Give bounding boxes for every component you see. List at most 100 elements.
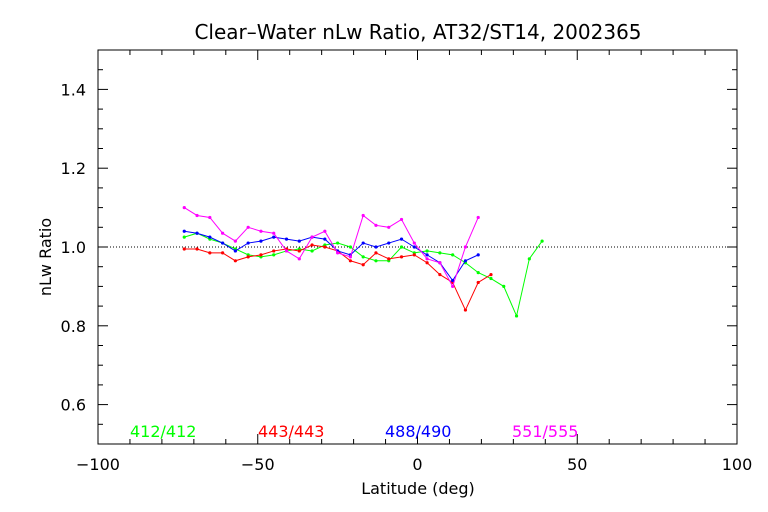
series-line — [184, 230, 479, 282]
data-point — [182, 247, 186, 251]
data-point — [399, 245, 404, 249]
data-point — [310, 243, 314, 247]
legend-entry: 551/555 — [512, 422, 578, 441]
data-point — [412, 253, 416, 257]
data-point — [272, 231, 276, 235]
x-axis-label: Latitude (deg) — [361, 479, 475, 498]
data-point — [514, 314, 519, 318]
data-point — [233, 259, 237, 263]
x-tick-label: 100 — [722, 455, 753, 474]
x-tick-label: −100 — [76, 455, 120, 474]
series-layer — [182, 206, 544, 318]
data-point — [348, 259, 353, 263]
data-point — [412, 245, 416, 249]
data-point — [336, 251, 340, 255]
data-point — [323, 245, 327, 249]
x-tick-label: −50 — [241, 455, 275, 474]
data-point — [463, 308, 468, 312]
data-point — [182, 235, 186, 239]
data-point — [208, 251, 212, 255]
data-point — [272, 235, 276, 239]
data-point — [361, 263, 365, 267]
data-point — [284, 237, 289, 241]
data-point — [438, 272, 442, 277]
y-tick-label: 0.6 — [61, 396, 86, 415]
data-point — [348, 245, 353, 249]
series-line — [184, 232, 543, 318]
legend-entry: 443/443 — [258, 422, 324, 441]
data-point — [387, 225, 391, 229]
y-tick-label: 1.2 — [61, 159, 86, 178]
data-point — [310, 249, 314, 253]
series-443-443 — [182, 243, 493, 312]
data-point — [233, 249, 237, 253]
data-point — [438, 251, 442, 255]
data-point — [451, 284, 455, 288]
data-point — [399, 255, 404, 259]
data-point — [451, 278, 455, 283]
data-point — [361, 241, 365, 245]
data-point — [387, 257, 391, 261]
x-tick-label: 50 — [567, 455, 587, 474]
data-point — [399, 237, 404, 241]
data-point — [489, 276, 493, 281]
data-point — [323, 229, 327, 233]
data-point — [182, 229, 186, 233]
y-tick-label: 1.4 — [61, 80, 86, 99]
data-point — [284, 249, 289, 253]
data-point — [208, 235, 212, 239]
data-point — [425, 253, 429, 257]
data-point — [297, 257, 301, 261]
data-point — [195, 247, 199, 251]
data-point — [221, 241, 225, 245]
data-point — [221, 251, 225, 255]
data-point — [399, 217, 404, 222]
data-point — [246, 255, 250, 259]
data-point — [374, 259, 378, 263]
data-point — [463, 245, 468, 249]
data-point — [476, 280, 480, 285]
data-point — [272, 249, 276, 253]
y-tick-label: 0.8 — [61, 317, 86, 336]
data-point — [361, 213, 365, 218]
data-point — [221, 231, 225, 235]
data-point — [476, 271, 480, 275]
legend: 412/412 443/443 488/490 551/555 — [130, 422, 578, 441]
y-axis-label: nLw Ratio — [36, 218, 55, 296]
data-point — [476, 253, 480, 257]
axis-ticks — [97, 49, 738, 445]
data-point — [233, 239, 237, 243]
data-point — [259, 229, 263, 233]
data-point — [259, 253, 263, 257]
data-point — [195, 213, 199, 218]
data-point — [297, 239, 301, 243]
legend-entry: 412/412 — [130, 422, 196, 441]
data-point — [336, 241, 340, 245]
data-point — [527, 257, 531, 261]
data-point — [246, 241, 250, 245]
data-point — [259, 239, 263, 243]
data-point — [348, 255, 353, 259]
data-point — [310, 235, 314, 239]
data-point — [463, 259, 468, 263]
data-point — [387, 241, 391, 245]
data-point — [438, 261, 442, 265]
data-point — [208, 215, 212, 220]
series-412-412 — [182, 231, 544, 318]
series-line — [184, 244, 492, 312]
legend-entry: 488/490 — [385, 422, 451, 441]
series-line — [184, 207, 479, 288]
data-point — [323, 237, 327, 241]
data-point — [451, 253, 455, 257]
data-point — [374, 251, 378, 255]
series-551-555 — [182, 206, 480, 288]
data-point — [272, 253, 276, 257]
data-point — [489, 272, 493, 277]
data-point — [374, 223, 378, 227]
data-point — [195, 231, 199, 235]
data-point — [412, 241, 416, 245]
data-point — [182, 206, 186, 210]
data-point — [425, 261, 429, 265]
data-point — [297, 249, 301, 253]
